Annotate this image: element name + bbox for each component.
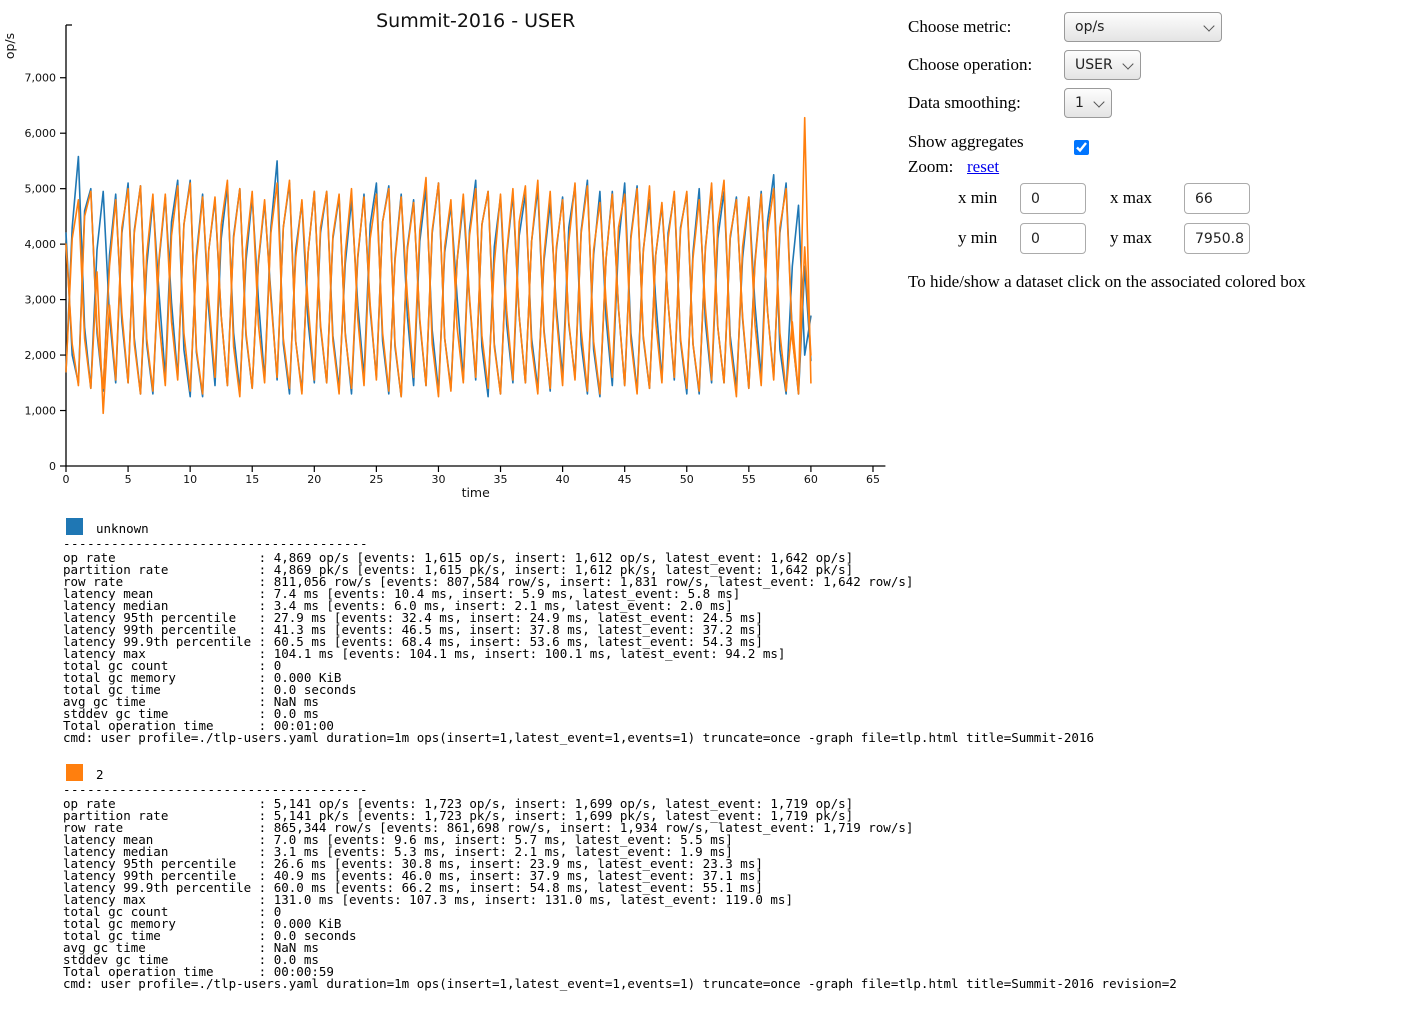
ymax-input[interactable]	[1184, 223, 1250, 254]
zoom-label: Zoom:	[908, 157, 954, 176]
x-tick-label: 30	[431, 473, 445, 486]
legend-row: 2	[63, 764, 1403, 782]
separator-line: --------------------------------------	[63, 536, 368, 551]
x-tick-label: 50	[680, 473, 694, 486]
xmin-label: x min	[958, 188, 998, 207]
x-tick-label: 60	[804, 473, 818, 486]
chart-title: Summit-2016 - USER	[376, 10, 575, 32]
x-tick-label: 15	[245, 473, 259, 486]
series-line-2	[65, 116, 812, 415]
y-axis-label: op/s	[2, 33, 17, 59]
ops-chart[interactable]: 0 1,000 2,000 3,000 4,000 5,000 6,000 7,000 0 5 10…	[0, 0, 900, 505]
smoothing-label: Data smoothing:	[908, 93, 1021, 112]
x-tick-label: 25	[369, 473, 383, 486]
series-line-2	[65, 179, 812, 398]
dataset-toggle-box[interactable]	[66, 764, 83, 781]
ymax-label: y max	[1110, 228, 1153, 247]
y-tick-label: 2,000	[25, 349, 57, 362]
xmax-label: x max	[1110, 188, 1153, 207]
ymin-input[interactable]	[1020, 223, 1086, 254]
controls-panel: Choose metric: op/s Choose operation: US…	[908, 0, 1403, 300]
x-tick-label: 45	[618, 473, 632, 486]
dataset-block: 2 -------------------------------------- o…	[63, 764, 1403, 990]
y-tick-label: 3,000	[25, 294, 57, 307]
operation-label: Choose operation:	[908, 55, 1033, 74]
y-tick-label: 7,000	[25, 72, 57, 85]
x-axis-label: time	[462, 485, 491, 500]
legend-hint-text: To hide/show a dataset click on the asso…	[908, 272, 1306, 291]
y-tick-label: 5,000	[25, 183, 57, 196]
dataset-stats: op rate : 4,869 op/s [events: 1,615 op/s…	[63, 550, 1095, 745]
axes	[65, 24, 886, 467]
smoothing-select[interactable]: 1	[1064, 88, 1112, 118]
x-tick-label: 65	[866, 473, 880, 486]
x-tick-label: 40	[556, 473, 570, 486]
metric-label: Choose metric:	[908, 17, 1012, 36]
legend-row: unknown	[63, 518, 1403, 536]
dataset-toggle-box[interactable]	[66, 518, 83, 535]
ymin-label: y min	[958, 228, 998, 247]
x-tick-label: 0	[63, 473, 70, 486]
zoom-reset-link[interactable]: reset	[967, 157, 1000, 176]
aggregates-label: Show aggregates	[908, 132, 1024, 151]
x-tick-label: 35	[494, 473, 508, 486]
x-tick-label: 20	[307, 473, 321, 486]
y-tick-label: 0	[49, 460, 56, 473]
dataset-stats-area: unknown ---------------------------------…	[63, 518, 1403, 1010]
dataset-stats: op rate : 5,141 op/s [events: 1,723 op/s…	[63, 796, 1177, 991]
metric-select[interactable]: op/s	[1064, 12, 1222, 42]
dataset-label: 2	[96, 767, 104, 782]
y-tick-label: 1,000	[25, 405, 57, 418]
dataset-label: unknown	[96, 521, 149, 536]
show-aggregates-checkbox[interactable]	[1074, 140, 1089, 155]
operation-select[interactable]: USER	[1064, 50, 1141, 80]
x-tick-label: 10	[183, 473, 197, 486]
xmin-input[interactable]	[1020, 183, 1086, 214]
y-tick-label: 4,000	[25, 238, 57, 251]
y-tick-label: 6,000	[25, 127, 57, 140]
x-tick-label: 55	[742, 473, 756, 486]
separator-line: --------------------------------------	[63, 782, 368, 797]
dataset-block: unknown ---------------------------------…	[63, 518, 1403, 744]
xmax-input[interactable]	[1184, 183, 1250, 214]
x-tick-label: 5	[125, 473, 132, 486]
